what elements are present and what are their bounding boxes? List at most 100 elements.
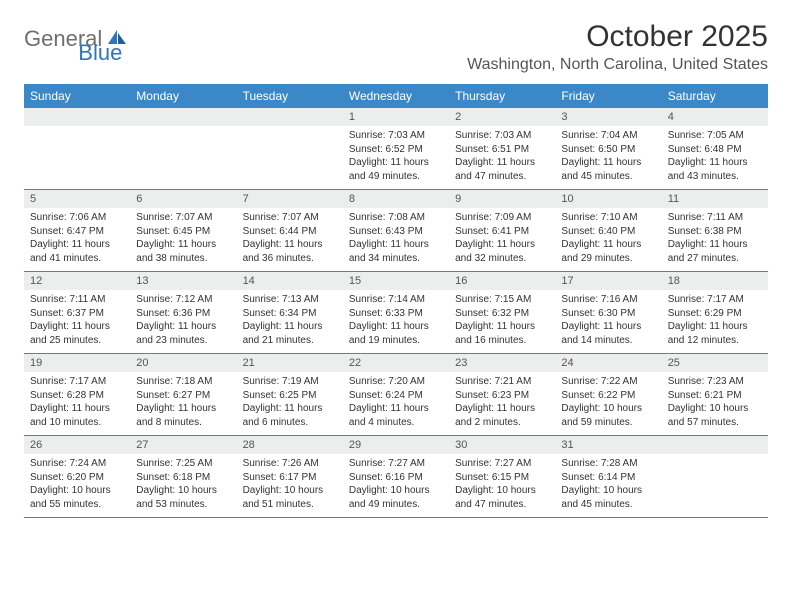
day-number: 21 [237,354,343,372]
day-number: 8 [343,190,449,208]
sunset-line: Sunset: 6:27 PM [136,389,230,403]
sunset-line: Sunset: 6:17 PM [243,471,337,485]
calendar-cell: 30Sunrise: 7:27 AMSunset: 6:15 PMDayligh… [449,436,555,517]
day-number: 5 [24,190,130,208]
cell-body: Sunrise: 7:20 AMSunset: 6:24 PMDaylight:… [343,372,449,435]
calendar-cell: 6Sunrise: 7:07 AMSunset: 6:45 PMDaylight… [130,190,236,271]
day-number [24,108,130,126]
week-row: 19Sunrise: 7:17 AMSunset: 6:28 PMDayligh… [24,354,768,436]
sunset-line: Sunset: 6:50 PM [561,143,655,157]
sunset-line: Sunset: 6:34 PM [243,307,337,321]
calendar-cell: 27Sunrise: 7:25 AMSunset: 6:18 PMDayligh… [130,436,236,517]
sunset-line: Sunset: 6:52 PM [349,143,443,157]
day-header: Monday [130,84,236,108]
day-number: 2 [449,108,555,126]
calendar-cell [130,108,236,189]
sunset-line: Sunset: 6:25 PM [243,389,337,403]
calendar-cell: 18Sunrise: 7:17 AMSunset: 6:29 PMDayligh… [662,272,768,353]
sunset-line: Sunset: 6:28 PM [30,389,124,403]
daylight-line: Daylight: 11 hours and 4 minutes. [349,402,443,429]
title-block: October 2025 Washington, North Carolina,… [467,20,768,74]
day-number [130,108,236,126]
calendar-cell: 12Sunrise: 7:11 AMSunset: 6:37 PMDayligh… [24,272,130,353]
daylight-line: Daylight: 11 hours and 2 minutes. [455,402,549,429]
calendar-cell: 11Sunrise: 7:11 AMSunset: 6:38 PMDayligh… [662,190,768,271]
sunrise-line: Sunrise: 7:23 AM [668,375,762,389]
sunset-line: Sunset: 6:40 PM [561,225,655,239]
daylight-line: Daylight: 10 hours and 57 minutes. [668,402,762,429]
sunrise-line: Sunrise: 7:28 AM [561,457,655,471]
sunset-line: Sunset: 6:33 PM [349,307,443,321]
sunset-line: Sunset: 6:32 PM [455,307,549,321]
sunrise-line: Sunrise: 7:19 AM [243,375,337,389]
day-number: 15 [343,272,449,290]
sunset-line: Sunset: 6:43 PM [349,225,443,239]
sunset-line: Sunset: 6:20 PM [30,471,124,485]
sunset-line: Sunset: 6:37 PM [30,307,124,321]
daylight-line: Daylight: 11 hours and 41 minutes. [30,238,124,265]
cell-body: Sunrise: 7:10 AMSunset: 6:40 PMDaylight:… [555,208,661,271]
calendar-cell: 21Sunrise: 7:19 AMSunset: 6:25 PMDayligh… [237,354,343,435]
daylight-line: Daylight: 10 hours and 53 minutes. [136,484,230,511]
daylight-line: Daylight: 11 hours and 8 minutes. [136,402,230,429]
sunset-line: Sunset: 6:22 PM [561,389,655,403]
calendar-cell: 17Sunrise: 7:16 AMSunset: 6:30 PMDayligh… [555,272,661,353]
cell-body: Sunrise: 7:11 AMSunset: 6:37 PMDaylight:… [24,290,130,353]
week-row: 5Sunrise: 7:06 AMSunset: 6:47 PMDaylight… [24,190,768,272]
sunrise-line: Sunrise: 7:17 AM [30,375,124,389]
daylight-line: Daylight: 11 hours and 19 minutes. [349,320,443,347]
day-number: 20 [130,354,236,372]
day-header: Thursday [449,84,555,108]
cell-body: Sunrise: 7:12 AMSunset: 6:36 PMDaylight:… [130,290,236,353]
calendar-cell: 9Sunrise: 7:09 AMSunset: 6:41 PMDaylight… [449,190,555,271]
cell-body: Sunrise: 7:03 AMSunset: 6:51 PMDaylight:… [449,126,555,189]
cell-body: Sunrise: 7:09 AMSunset: 6:41 PMDaylight:… [449,208,555,271]
day-number: 31 [555,436,661,454]
calendar-cell: 25Sunrise: 7:23 AMSunset: 6:21 PMDayligh… [662,354,768,435]
sunset-line: Sunset: 6:18 PM [136,471,230,485]
day-number: 7 [237,190,343,208]
sunset-line: Sunset: 6:51 PM [455,143,549,157]
sunrise-line: Sunrise: 7:27 AM [455,457,549,471]
sunrise-line: Sunrise: 7:04 AM [561,129,655,143]
sunrise-line: Sunrise: 7:22 AM [561,375,655,389]
calendar-cell: 24Sunrise: 7:22 AMSunset: 6:22 PMDayligh… [555,354,661,435]
calendar-cell [237,108,343,189]
calendar-cell: 5Sunrise: 7:06 AMSunset: 6:47 PMDaylight… [24,190,130,271]
calendar-cell: 26Sunrise: 7:24 AMSunset: 6:20 PMDayligh… [24,436,130,517]
day-header: Friday [555,84,661,108]
sunset-line: Sunset: 6:23 PM [455,389,549,403]
weeks-container: 1Sunrise: 7:03 AMSunset: 6:52 PMDaylight… [24,108,768,518]
page-title: October 2025 [467,20,768,54]
daylight-line: Daylight: 11 hours and 6 minutes. [243,402,337,429]
cell-body: Sunrise: 7:19 AMSunset: 6:25 PMDaylight:… [237,372,343,435]
day-number [662,436,768,454]
cell-body: Sunrise: 7:18 AMSunset: 6:27 PMDaylight:… [130,372,236,435]
sunrise-line: Sunrise: 7:09 AM [455,211,549,225]
daylight-line: Daylight: 10 hours and 51 minutes. [243,484,337,511]
day-number: 6 [130,190,236,208]
sunrise-line: Sunrise: 7:17 AM [668,293,762,307]
sunset-line: Sunset: 6:45 PM [136,225,230,239]
cell-body: Sunrise: 7:24 AMSunset: 6:20 PMDaylight:… [24,454,130,517]
daylight-line: Daylight: 11 hours and 14 minutes. [561,320,655,347]
sunrise-line: Sunrise: 7:27 AM [349,457,443,471]
day-header: Wednesday [343,84,449,108]
day-header: Sunday [24,84,130,108]
daylight-line: Daylight: 11 hours and 29 minutes. [561,238,655,265]
sunrise-line: Sunrise: 7:11 AM [30,293,124,307]
day-number: 26 [24,436,130,454]
day-number: 30 [449,436,555,454]
day-number: 11 [662,190,768,208]
day-number: 18 [662,272,768,290]
sunrise-line: Sunrise: 7:08 AM [349,211,443,225]
calendar-cell: 19Sunrise: 7:17 AMSunset: 6:28 PMDayligh… [24,354,130,435]
sunset-line: Sunset: 6:14 PM [561,471,655,485]
sunrise-line: Sunrise: 7:05 AM [668,129,762,143]
cell-body: Sunrise: 7:07 AMSunset: 6:44 PMDaylight:… [237,208,343,271]
cell-body: Sunrise: 7:27 AMSunset: 6:15 PMDaylight:… [449,454,555,517]
sunset-line: Sunset: 6:41 PM [455,225,549,239]
calendar-cell: 16Sunrise: 7:15 AMSunset: 6:32 PMDayligh… [449,272,555,353]
calendar-cell: 4Sunrise: 7:05 AMSunset: 6:48 PMDaylight… [662,108,768,189]
daylight-line: Daylight: 11 hours and 25 minutes. [30,320,124,347]
